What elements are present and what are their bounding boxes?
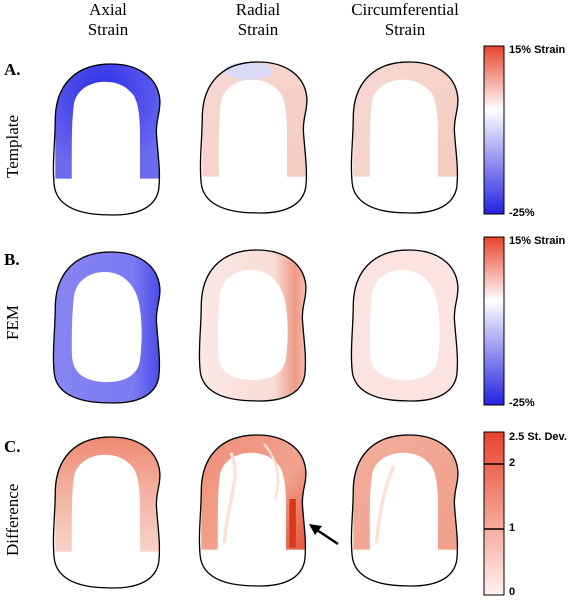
- panel-a-radial: [199, 61, 308, 214]
- colorbar-b-top-label: 15% Strain: [509, 235, 566, 247]
- panel-c-radial: [198, 434, 307, 587]
- panel-a-axial: [52, 63, 161, 216]
- panel-c-circumferential: [350, 434, 459, 587]
- panel-b-axial: [52, 251, 161, 404]
- column-header-line1: Radial: [235, 0, 281, 19]
- row-letter-a: A.: [4, 60, 21, 79]
- row-letter-c: C.: [4, 437, 21, 456]
- column-header-line2: Strain: [87, 20, 129, 39]
- colorbar-a-bottom-label: -25%: [509, 207, 535, 219]
- colorbar-c: [483, 431, 505, 596]
- colorbar-b: [483, 236, 505, 406]
- colorbar-c-top-label: 2.5 St. Dev.: [509, 431, 567, 443]
- panel-b-radial: [198, 249, 307, 402]
- column-header-line2: Strain: [237, 20, 279, 39]
- panel-c-axial: [52, 436, 161, 589]
- colorbar-a: [483, 45, 505, 215]
- colorbar-c-tick-2: 2: [509, 457, 516, 469]
- column-header-radial: Radial Strain: [188, 0, 328, 40]
- column-header-line2: Strain: [384, 20, 426, 39]
- arrow-icon: [309, 524, 339, 546]
- colorbar-a-top-label: 15% Strain: [509, 44, 566, 56]
- colorbar-c-tick-0: 0: [509, 586, 516, 598]
- colorbar-b-bottom-label: -25%: [509, 397, 535, 409]
- colorbar-c-tick-1: 1: [509, 522, 516, 534]
- panel-b-circumferential: [350, 249, 459, 402]
- column-header-axial: Axial Strain: [38, 0, 178, 40]
- column-header-line1: Circumferential: [351, 0, 459, 19]
- column-header-line1: Axial: [89, 0, 127, 19]
- panel-a-circumferential: [350, 61, 459, 214]
- row-letter-b: B.: [4, 250, 20, 269]
- column-header-circumferential: Circumferential Strain: [335, 0, 475, 40]
